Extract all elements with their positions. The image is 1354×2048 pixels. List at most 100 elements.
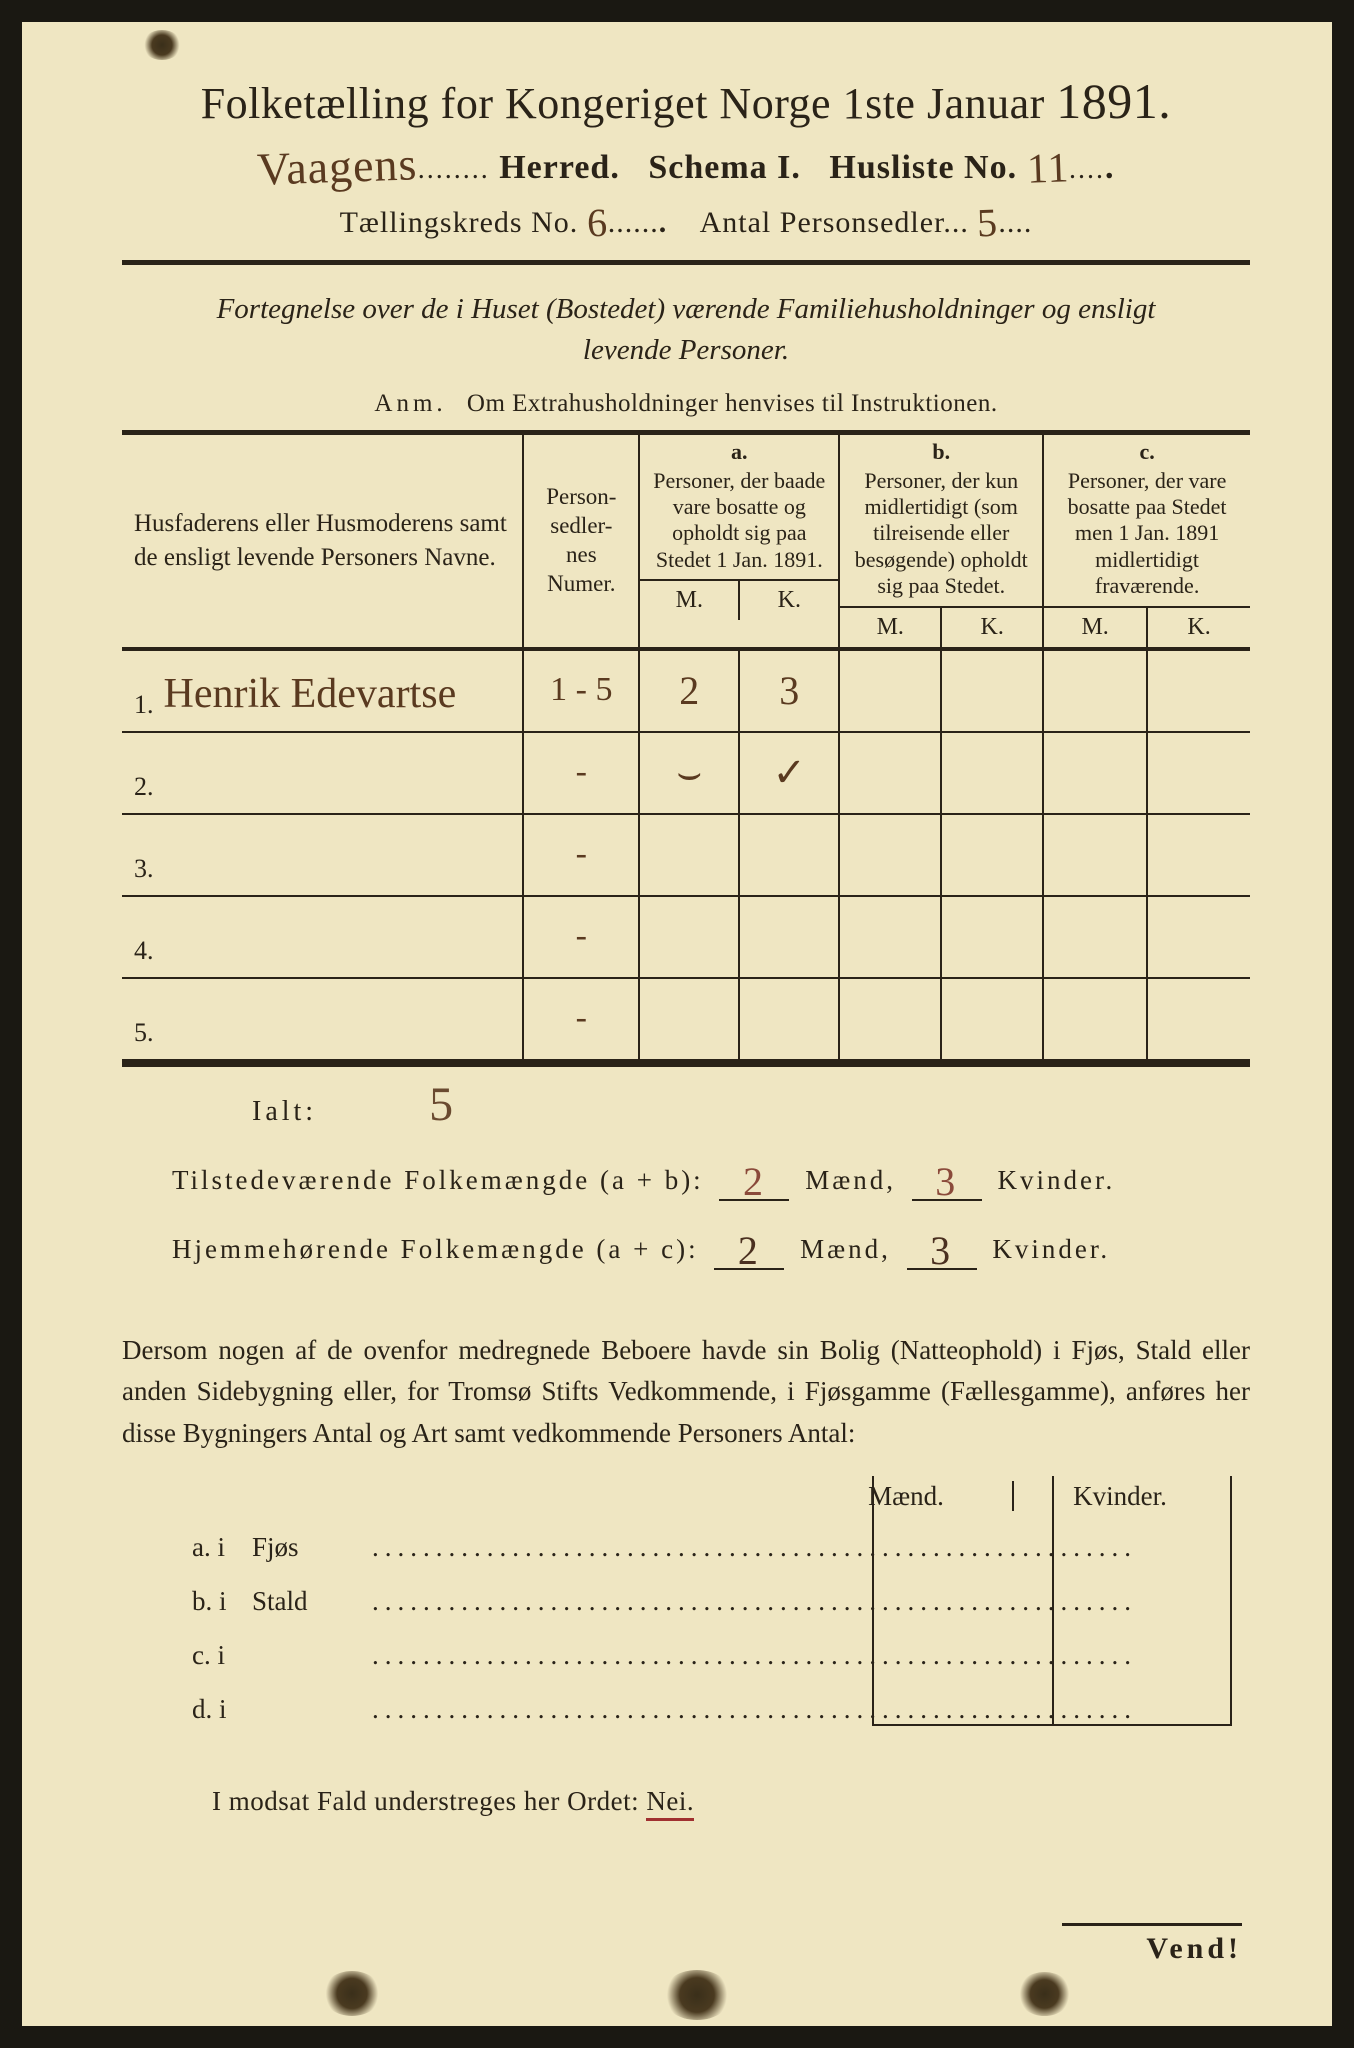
hjemme-m: 2: [738, 1227, 761, 1274]
row-a: ⌣✓: [640, 733, 840, 813]
maend-label: Mænd,: [805, 1165, 896, 1195]
mk-m: M.: [640, 581, 740, 620]
subtitle-line1: Fortegnelse over de i Huset (Bostedet) v…: [217, 293, 1156, 325]
dl-tag: b. i: [192, 1574, 252, 1628]
a-m-hw: 2: [679, 667, 699, 714]
table-row: 3. -: [122, 815, 1250, 897]
ialt-label: Ialt:: [252, 1096, 317, 1127]
mk-table-2: [872, 1476, 1232, 1726]
row-num-cell: -: [524, 897, 640, 977]
dl-tag: d. i: [192, 1682, 252, 1736]
antal-handwritten: 5: [977, 199, 1000, 247]
hjemme-line: Hjemmehørende Folkemængde (a + c): 2 Mæn…: [122, 1221, 1250, 1270]
row-num-cell: -: [524, 979, 640, 1059]
row-num-cell: -: [524, 733, 640, 813]
husliste-no-handwritten: 11: [1026, 144, 1070, 193]
fjøs-paragraph: Dersom nogen af de ovenfor medregnede Be…: [122, 1330, 1250, 1456]
para-text: Dersom nogen af de ovenfor medregnede Be…: [122, 1335, 1250, 1449]
hjemme-k: 3: [930, 1227, 953, 1274]
row-c: [1044, 651, 1250, 731]
anm-label: Anm.: [374, 390, 446, 417]
row-b: [840, 979, 1044, 1059]
row-name-handwritten: Henrik Edevartse: [164, 666, 457, 723]
mk-k: K.: [1148, 608, 1250, 647]
row-num-cell: -: [524, 815, 640, 895]
dotted-lines-block: a. iFjøs................................…: [122, 1520, 1250, 1736]
paper-spot: [662, 1970, 732, 2020]
col-name-header: Husfaderens eller Husmoderens samt de en…: [122, 435, 524, 646]
rule: [122, 260, 1250, 265]
vend-label: Vend!: [1062, 1923, 1242, 1966]
kvinder-label: Kvinder.: [992, 1234, 1110, 1264]
nei-word: Nei.: [646, 1786, 694, 1821]
mk-k: K.: [740, 581, 838, 620]
col-name-text: Husfaderens eller Husmoderens samt de en…: [134, 507, 510, 575]
row-a: [640, 897, 840, 977]
title-text: Folketælling for Kongeriget Norge 1ste J…: [201, 79, 1057, 128]
b-letter: b.: [846, 439, 1036, 465]
label-husliste: Husliste No.: [829, 149, 1017, 186]
mk-m: M.: [840, 608, 942, 647]
row-index: 2.: [134, 769, 154, 804]
row-index: 4.: [134, 933, 154, 968]
label-schema: Schema I.: [648, 149, 801, 186]
paper-spot: [1017, 1972, 1072, 2016]
row-num-handwritten: -: [576, 833, 587, 876]
label-kreds: Tællingskreds No.: [340, 206, 579, 239]
a-m-hw: ⌣: [676, 749, 702, 796]
kreds-no-handwritten: 6: [586, 199, 609, 247]
herred-handwritten: Vaagens: [257, 137, 419, 196]
row-name-cell: 5.: [122, 979, 524, 1059]
row-num-cell: 1 - 5: [524, 651, 640, 731]
b-text: Personer, der kun midlertidigt (som tilr…: [855, 468, 1028, 599]
nei-pre: I modsat Fald understreges her Ordet:: [212, 1786, 646, 1816]
row-index: 3.: [134, 851, 154, 886]
dl-tag: a. i: [192, 1520, 252, 1574]
table-header: Husfaderens eller Husmoderens samt de en…: [122, 435, 1250, 646]
table-bottom-rule: [122, 1061, 1250, 1067]
ialt-handwritten: 5: [429, 1077, 453, 1132]
c-letter: c.: [1050, 439, 1244, 465]
paper-spot: [142, 30, 182, 60]
table-body: 1.Henrik Edevartse1 - 5232.-⌣✓3.-4.-5.-: [122, 647, 1250, 1061]
tilstede-label: Tilstedeværende Folkemængde (a + b):: [172, 1165, 704, 1195]
row-index: 1.: [134, 687, 154, 722]
a-letter: a.: [646, 439, 832, 465]
tilstede-m: 2: [743, 1158, 766, 1205]
kreds-line: Tællingskreds No. 6....... Antal Persons…: [122, 195, 1250, 242]
table-row: 4. -: [122, 897, 1250, 979]
a-text: Personer, der baade vare bosatte og opho…: [653, 468, 825, 572]
paper-spot: [322, 1971, 382, 2016]
tilstede-line: Tilstedeværende Folkemængde (a + b): 2 M…: [122, 1152, 1250, 1201]
kvinder-label: Kvinder.: [997, 1165, 1115, 1195]
row-a: [640, 815, 840, 895]
anm-text: Om Extrahusholdninger henvises til Instr…: [467, 390, 998, 417]
col-a-header: a. Personer, der baade vare bosatte og op…: [640, 435, 840, 646]
row-a: [640, 979, 840, 1059]
totals-block: Ialt: 5: [122, 1077, 1250, 1132]
dots: ....: [998, 206, 1032, 239]
row-c: [1044, 897, 1250, 977]
subtitle-line2: levende Personer.: [583, 334, 789, 366]
dl-word: Stald: [252, 1574, 372, 1628]
table-row: 2.-⌣✓: [122, 733, 1250, 815]
label-antal: Antal Personsedler: [700, 206, 944, 239]
row-b: [840, 733, 1044, 813]
mk-m: M.: [1044, 608, 1148, 647]
a-k-hw: ✓: [773, 749, 807, 796]
col-c-header: c.Personer, der vare bosatte paa Stedet …: [1044, 435, 1250, 646]
subtitle: Fortegnelse over de i Huset (Bostedet) v…: [122, 289, 1250, 370]
census-form-page: Folketælling for Kongeriget Norge 1ste J…: [0, 0, 1354, 2048]
herred-line: Vaagens........ Herred. Schema I. Huslis…: [122, 136, 1250, 189]
dl-word: Fjøs: [252, 1520, 372, 1574]
a-k-hw: 3: [779, 667, 799, 714]
row-name-cell: 4.: [122, 897, 524, 977]
row-num-handwritten: 1 - 5: [550, 669, 612, 712]
dots: ........: [418, 154, 490, 185]
dots: ...: [943, 206, 969, 239]
dots: ....: [1069, 154, 1105, 185]
main-title: Folketælling for Kongeriget Norge 1ste J…: [122, 72, 1250, 130]
hjemme-label: Hjemmehørende Folkemængde (a + c):: [172, 1234, 699, 1264]
dots: ......: [608, 206, 659, 239]
row-c: [1044, 815, 1250, 895]
